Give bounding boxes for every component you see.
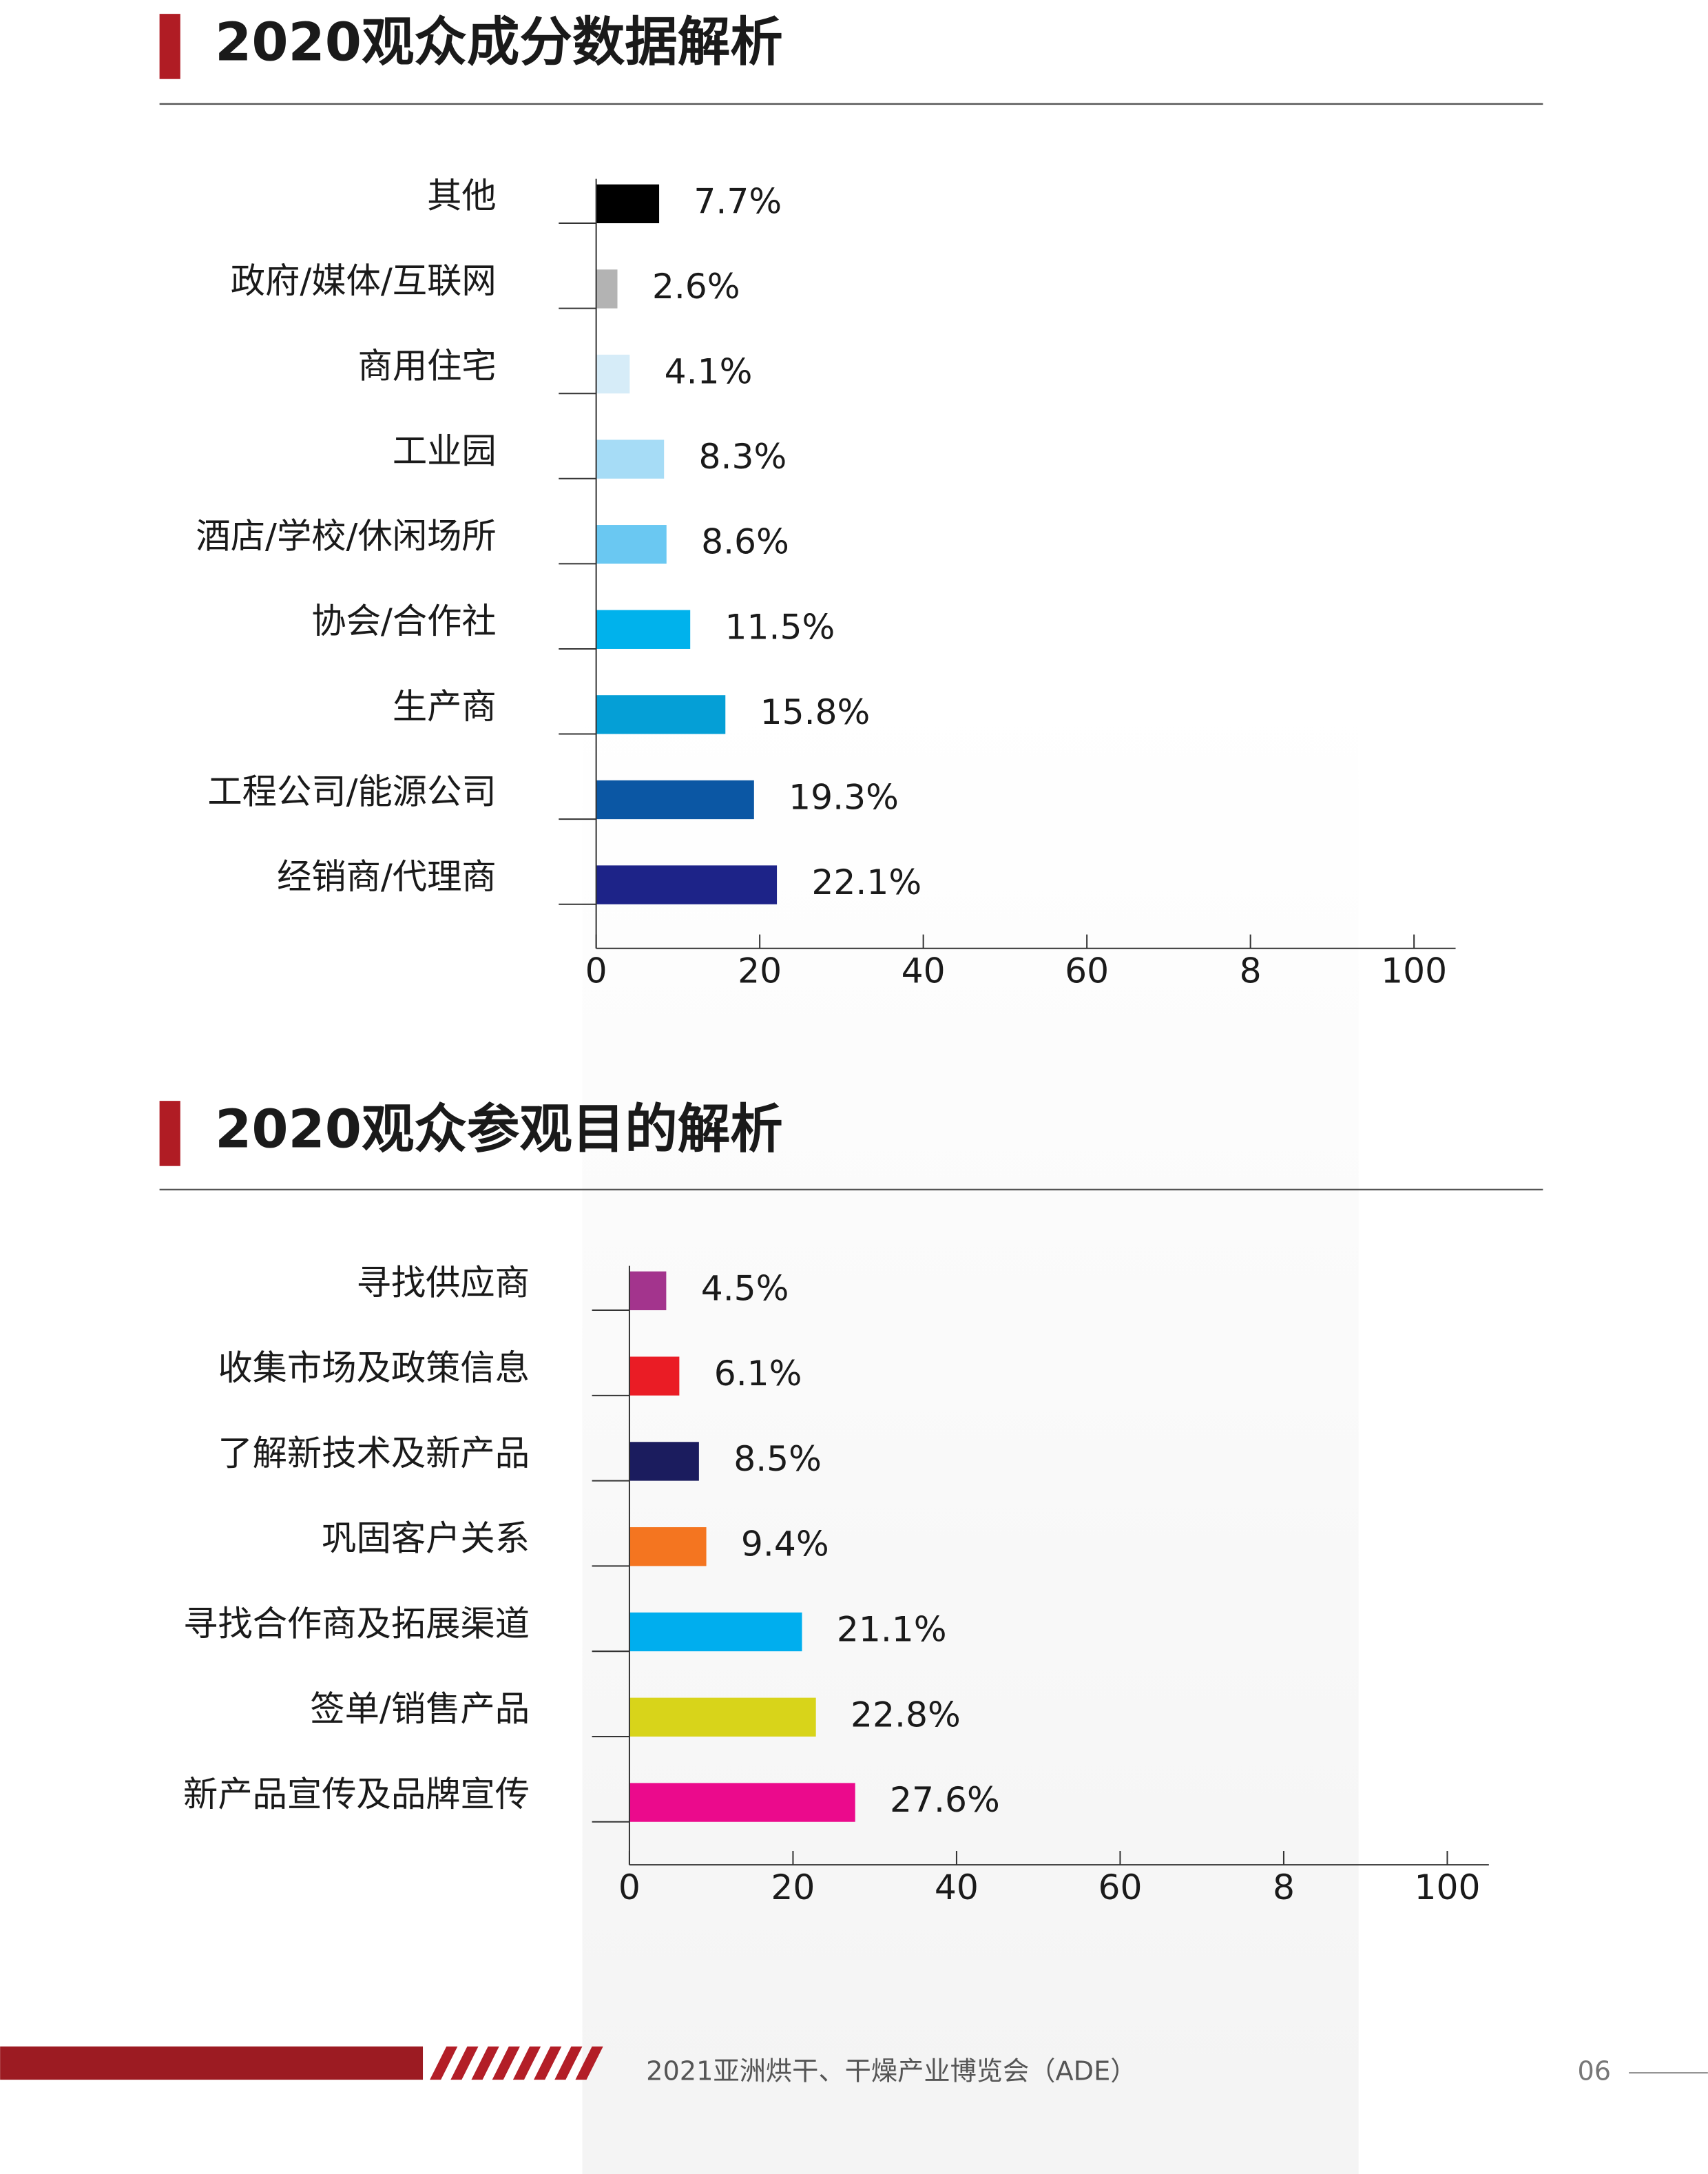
- value-label: 2.6%: [652, 266, 740, 307]
- bar: [629, 1271, 667, 1311]
- value-label: 8.6%: [701, 521, 789, 562]
- category-label: 签单/销售产品: [310, 1688, 530, 1729]
- category-label: 政府/媒体/互联网: [231, 260, 497, 301]
- value-label: 21.1%: [837, 1609, 947, 1650]
- x-tick-label: 100: [1414, 1867, 1480, 1907]
- x-tick-label: 8: [1273, 1867, 1295, 1907]
- x-tick-label: 8: [1240, 950, 1262, 991]
- category-label: 商用住宅: [358, 345, 497, 386]
- bar: [629, 1356, 680, 1396]
- bar: [596, 865, 778, 904]
- category-label: 其他: [427, 175, 497, 216]
- bar: [596, 439, 665, 479]
- footer: 2021亚洲烘干、干燥产业博览会（ADE） 06: [0, 2046, 1708, 2087]
- value-label: 8.3%: [699, 436, 787, 477]
- value-label: 7.7%: [694, 180, 782, 221]
- background: [582, 693, 1359, 2174]
- x-tick-label: 20: [738, 950, 782, 991]
- category-label: 巩固客户关系: [322, 1518, 530, 1559]
- category-label: 工业园: [393, 431, 497, 471]
- bar: [629, 1442, 699, 1481]
- category-label: 收集市场及政策信息: [218, 1347, 530, 1388]
- bar: [596, 610, 691, 649]
- bar: [596, 780, 754, 820]
- value-label: 6.1%: [714, 1353, 802, 1394]
- value-label: 15.8%: [760, 692, 871, 732]
- bar: [596, 184, 660, 224]
- x-tick-label: 40: [935, 1867, 979, 1907]
- bar: [629, 1527, 707, 1566]
- title-accent: [159, 1101, 180, 1166]
- value-label: 19.3%: [789, 776, 899, 817]
- value-label: 4.1%: [665, 351, 753, 392]
- x-tick-label: 100: [1381, 950, 1447, 991]
- title-accent: [159, 14, 180, 79]
- category-label: 寻找合作商及拓展渠道: [183, 1603, 530, 1644]
- category-label: 生产商: [393, 686, 497, 727]
- bar: [629, 1697, 816, 1737]
- value-label: 22.8%: [851, 1694, 961, 1735]
- category-label: 工程公司/能源公司: [207, 771, 496, 811]
- bar: [596, 354, 630, 394]
- category-label: 新产品宣传及品牌宣传: [183, 1774, 530, 1814]
- bar: [629, 1612, 802, 1652]
- value-label: 11.5%: [725, 606, 835, 647]
- x-tick-label: 40: [902, 950, 946, 991]
- x-tick-label: 0: [618, 1867, 640, 1907]
- value-label: 4.5%: [701, 1267, 789, 1308]
- x-tick-label: 60: [1098, 1867, 1142, 1907]
- section-title: 2020观众成分数据解析: [215, 12, 783, 73]
- x-tick-label: 20: [771, 1867, 815, 1907]
- section-title: 2020观众参观目的解析: [215, 1099, 783, 1160]
- category-label: 了解新技术及新产品: [218, 1433, 530, 1473]
- bar: [629, 1783, 855, 1822]
- bar: [596, 525, 667, 564]
- value-label: 22.1%: [811, 862, 921, 902]
- x-tick-label: 0: [585, 950, 607, 991]
- value-label: 9.4%: [741, 1524, 829, 1564]
- value-label: 8.5%: [733, 1438, 822, 1479]
- value-label: 27.6%: [890, 1779, 1000, 1820]
- category-label: 经销商/代理商: [277, 856, 497, 897]
- bar: [596, 269, 618, 309]
- footer-stripes: [430, 2046, 603, 2080]
- category-label: 寻找供应商: [357, 1262, 530, 1303]
- page-number: 06: [1577, 2057, 1611, 2087]
- bar: [596, 695, 726, 734]
- category-label: 酒店/学校/休闲场所: [196, 516, 496, 557]
- category-label: 协会/合作社: [311, 601, 496, 641]
- footer-text: 2021亚洲烘干、干燥产业博览会（ADE）: [646, 2057, 1136, 2087]
- footer-band: [0, 2046, 424, 2080]
- x-tick-label: 60: [1065, 950, 1109, 991]
